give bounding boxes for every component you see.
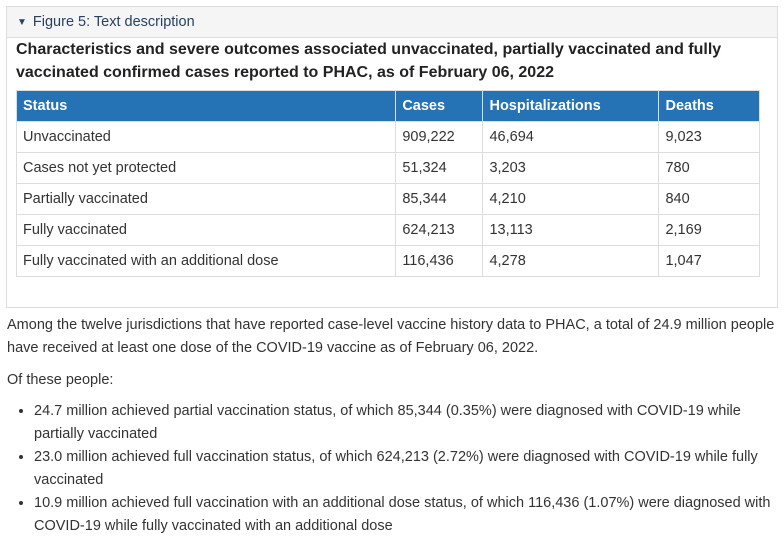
cell-status: Partially vaccinated: [15, 183, 397, 215]
of-these-paragraph: Of these people:: [7, 372, 114, 388]
table-row: Fully vaccinated with an additional dose…: [15, 245, 760, 277]
table-caption: Characteristics and severe outcomes asso…: [16, 41, 722, 81]
cell-deaths: 1,047: [658, 245, 760, 277]
table-row: Partially vaccinated 85,344 4,210 840: [15, 183, 760, 215]
cell-hospitalizations: 4,278: [482, 245, 660, 277]
column-header-hospitalizations: Hospitalizations: [482, 90, 660, 122]
cell-cases: 909,222: [395, 121, 484, 153]
cell-status: Fully vaccinated: [15, 214, 397, 246]
column-header-status: Status: [15, 90, 397, 122]
cell-deaths: 9,023: [658, 121, 760, 153]
cell-cases: 85,344: [395, 183, 484, 215]
cell-deaths: 780: [658, 152, 760, 184]
cell-status: Cases not yet protected: [15, 152, 397, 184]
cell-deaths: 2,169: [658, 214, 760, 246]
table-row: Cases not yet protected 51,324 3,203 780: [15, 152, 760, 184]
list-item: 10.9 million achieved full vaccination w…: [34, 492, 779, 538]
details-summary-label: Figure 5: Text description: [32, 14, 195, 30]
table-header-row: Status Cases Hospitalizations Deaths: [15, 90, 760, 122]
column-header-deaths: Deaths: [658, 90, 760, 122]
list-item: 23.0 million achieved full vaccination s…: [34, 446, 779, 492]
cell-hospitalizations: 46,694: [482, 121, 660, 153]
cell-hospitalizations: 3,203: [482, 152, 660, 184]
body-text: Among the twelve jurisdictions that have…: [7, 314, 779, 538]
table-row: Unvaccinated 909,222 46,694 9,023: [15, 121, 760, 153]
cell-hospitalizations: 4,210: [482, 183, 660, 215]
cell-cases: 51,324: [395, 152, 484, 184]
cell-status: Unvaccinated: [15, 121, 397, 153]
triangle-down-icon: ▼: [17, 16, 27, 28]
details-summary-toggle[interactable]: ▼ Figure 5: Text description: [7, 7, 777, 38]
cell-deaths: 840: [658, 183, 760, 215]
outcomes-table: Status Cases Hospitalizations Deaths Unv…: [15, 90, 760, 277]
vaccination-bullet-list: 24.7 million achieved partial vaccinatio…: [7, 400, 779, 538]
cell-cases: 624,213: [395, 214, 484, 246]
cell-status: Fully vaccinated with an additional dose: [15, 245, 397, 277]
intro-paragraph: Among the twelve jurisdictions that have…: [7, 317, 775, 356]
column-header-cases: Cases: [395, 90, 484, 122]
cell-cases: 116,436: [395, 245, 484, 277]
cell-hospitalizations: 13,113: [482, 214, 660, 246]
list-item: 24.7 million achieved partial vaccinatio…: [34, 400, 779, 446]
table-row: Fully vaccinated 624,213 13,113 2,169: [15, 214, 760, 246]
